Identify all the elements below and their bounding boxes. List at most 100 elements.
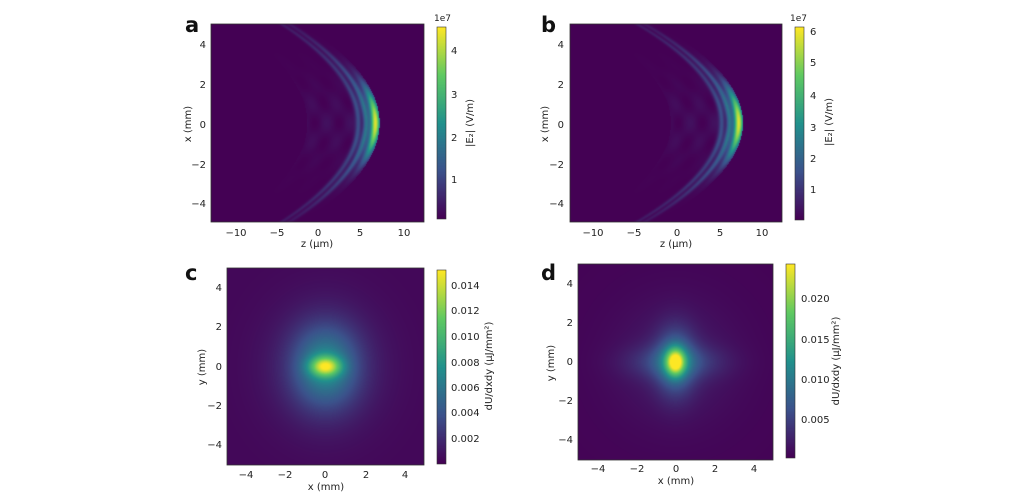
panel-c-frame — [226, 267, 425, 466]
panel-a-xtick: 5 — [357, 228, 363, 239]
panel-c-colorbar: 0.014 0.012 0.010 0.008 0.006 0.004 0.00… — [436, 269, 495, 465]
panel-b-image — [570, 24, 782, 222]
panel-b-xlabel: z (μm) — [660, 239, 692, 250]
panel-d-xticks: −4 −2 0 2 4 — [591, 464, 758, 475]
panel-d-xtick: 0 — [673, 464, 679, 475]
panel-c-xtick: 4 — [402, 470, 408, 481]
panel-a-colorbar: 1e7 1 2 3 4 |E₂| (V/m) — [434, 14, 476, 220]
panel-c-colorbar-tick: 0.004 — [451, 408, 480, 419]
panel-d-frame — [577, 263, 774, 461]
panel-b-ytick: 0 — [558, 120, 564, 131]
panel-b-colorbar: 1e7 1 2 3 4 5 6 |E₂| (V/m) — [790, 14, 835, 221]
panel-a-xlabel: z (μm) — [301, 239, 333, 250]
panel-c-xlabel: x (mm) — [308, 482, 344, 493]
panel-c-colorbar-tick: 0.002 — [451, 434, 480, 445]
panel-c-ytick: 2 — [216, 322, 222, 333]
panel-b-ytick: 2 — [558, 80, 564, 91]
panel-b-colorbar-tick: 4 — [810, 91, 816, 102]
panel-c-yticks: 4 2 0 −2 −4 — [207, 283, 222, 451]
panel-d-colorbar-label: dU/dxdy (μJ/mm²) — [831, 317, 842, 406]
panel-b-yticks: 4 2 0 −2 −4 — [549, 40, 564, 210]
panel-b-colorbar-frame — [794, 26, 805, 221]
panel-c-colorbar-tick: 0.014 — [451, 281, 480, 292]
panel-b-xtick: 5 — [717, 228, 723, 239]
panel-c: c −4 −2 0 2 4 4 2 0 −2 −4 x (mm) y (mm) … — [185, 261, 495, 493]
panel-d-ytick: 4 — [567, 279, 573, 290]
panel-d-colorbar-tick: 0.015 — [801, 335, 830, 346]
panel-a-xtick: 0 — [315, 228, 321, 239]
panel-c-colorbar-label: dU/dxdy (μJ/mm²) — [484, 322, 495, 411]
panel-b-xtick: −10 — [582, 228, 603, 239]
panel-b-ylabel: x (mm) — [540, 106, 551, 142]
panel-a-colorbar-label: |E₂| (V/m) — [465, 99, 476, 147]
panel-d-ytick: −2 — [558, 396, 573, 407]
panel-c-xtick: 0 — [322, 470, 328, 481]
panel-b: b −10 −5 0 5 10 4 2 0 −2 −4 z (μm) x (mm… — [540, 13, 835, 250]
panel-c-ytick: −2 — [207, 401, 222, 412]
panel-b-colorbar-tick: 1 — [810, 185, 816, 196]
panel-d-ytick: 0 — [567, 357, 573, 368]
panel-c-xtick: −4 — [239, 470, 254, 481]
panel-a-colorbar-frame — [436, 26, 447, 220]
panel-a-colorbar-tick: 2 — [451, 133, 457, 144]
panel-d-ylabel: y (mm) — [546, 345, 557, 381]
panel-c-heatmap — [226, 267, 425, 466]
panel-c-xticks: −4 −2 0 2 4 — [239, 470, 409, 481]
panel-c-label: c — [185, 261, 197, 285]
panel-b-label: b — [541, 13, 556, 37]
panel-a-colorbar-tick: 4 — [451, 46, 457, 57]
panel-b-xtick: −5 — [627, 228, 642, 239]
panel-b-colorbar-tick: 5 — [810, 58, 816, 69]
panel-c-colorbar-tick: 0.006 — [451, 383, 480, 394]
panel-a-xtick: 10 — [398, 228, 411, 239]
panel-b-heatmap — [569, 23, 783, 223]
panel-a-ytick: −2 — [191, 160, 206, 171]
panel-c-colorbar-tick: 0.008 — [451, 358, 480, 369]
panel-b-colorbar-tick: 3 — [810, 123, 816, 134]
panel-c-colorbar-frame — [436, 269, 447, 465]
panel-c-ytick: −4 — [207, 440, 222, 451]
panel-b-colorbar-image — [795, 27, 804, 220]
panel-c-colorbar-tick: 0.012 — [451, 306, 480, 317]
panel-a-colorbar-tick: 3 — [451, 90, 457, 101]
panel-a-xtick: −5 — [270, 228, 285, 239]
panel-b-colorbar-tick: 2 — [810, 154, 816, 165]
panel-d-colorbar-tick: 0.005 — [801, 415, 830, 426]
panel-a: a −10 −5 0 5 10 4 2 0 −2 −4 z (μm) x (mm… — [183, 13, 476, 250]
panel-d-heatmap — [577, 263, 774, 461]
panel-a-heatmap — [210, 23, 425, 223]
panel-a-ytick: −4 — [191, 199, 206, 210]
panel-d-yticks: 4 2 0 −2 −4 — [558, 279, 573, 446]
panel-d-xtick: 2 — [712, 464, 718, 475]
panel-c-xtick: −2 — [278, 470, 293, 481]
panel-a-ytick: 4 — [200, 40, 206, 51]
panel-d-xtick: −2 — [630, 464, 645, 475]
panel-d-xtick: 4 — [751, 464, 757, 475]
panel-b-colorbar-label: |E₂| (V/m) — [824, 98, 835, 146]
panel-d-ytick: −4 — [558, 435, 573, 446]
panel-c-colorbar-image — [437, 270, 446, 464]
panel-b-xtick: 10 — [756, 228, 769, 239]
panel-a-xticks: −10 −5 0 5 10 — [225, 228, 410, 239]
panel-d-colorbar-tick: 0.020 — [801, 294, 830, 305]
panel-d-colorbar-frame — [785, 263, 796, 459]
panel-b-xtick: 0 — [674, 228, 680, 239]
panel-b-ytick: −4 — [549, 199, 564, 210]
panel-b-colorbar-multiplier: 1e7 — [790, 14, 807, 24]
panel-b-xticks: −10 −5 0 5 10 — [582, 228, 768, 239]
panel-d-colorbar-image — [786, 264, 795, 458]
panel-d-xtick: −4 — [591, 464, 606, 475]
panel-c-colorbar-tick: 0.010 — [451, 332, 480, 343]
panel-c-ytick: 4 — [216, 283, 222, 294]
panel-b-frame — [569, 23, 783, 223]
panel-d-label: d — [541, 261, 556, 285]
panel-b-ytick: 4 — [558, 40, 564, 51]
panel-c-xtick: 2 — [363, 470, 369, 481]
panel-a-ytick: 2 — [200, 80, 206, 91]
panel-a-yticks: 4 2 0 −2 −4 — [191, 40, 206, 210]
panel-d-colorbar: 0.020 0.015 0.010 0.005 dU/dxdy (μJ/mm²) — [785, 263, 842, 459]
panel-a-xtick: −10 — [225, 228, 246, 239]
panel-d: d −4 −2 0 2 4 4 2 0 −2 −4 x (mm) y (mm) … — [541, 261, 842, 487]
panel-a-colorbar-image — [437, 27, 446, 219]
